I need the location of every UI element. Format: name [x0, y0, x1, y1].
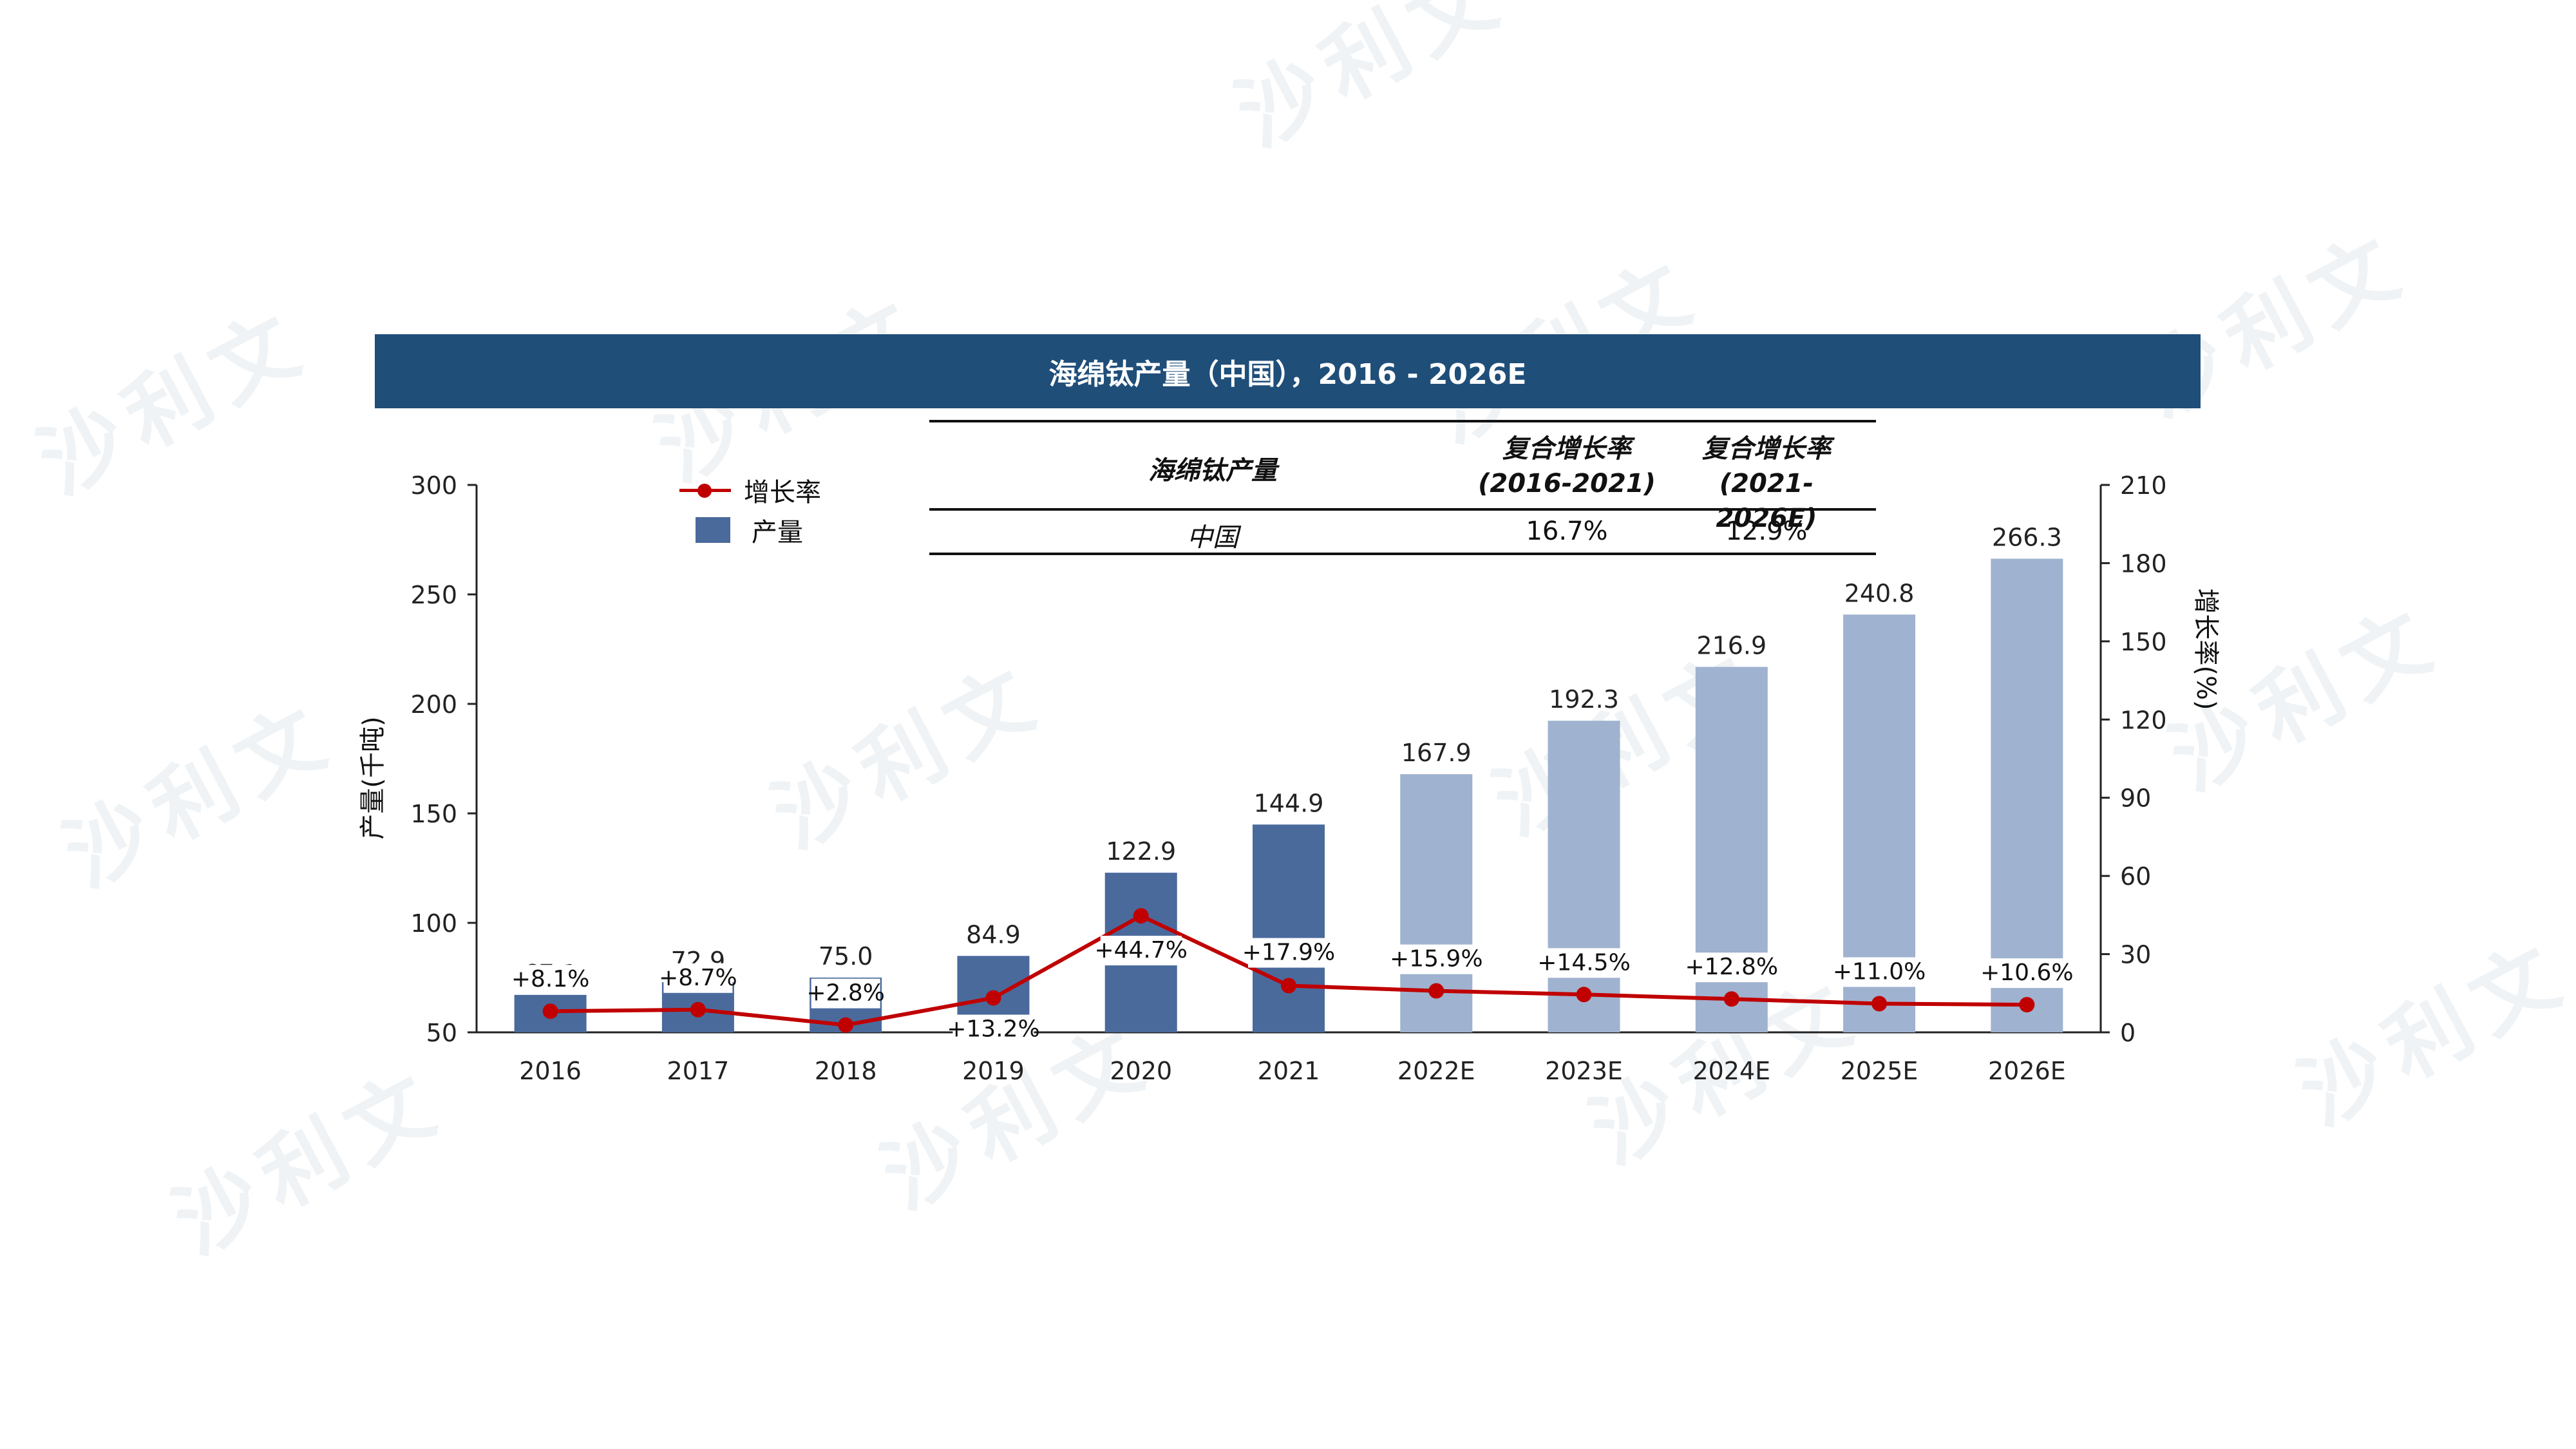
growth-label-bg: [1986, 958, 2068, 989]
legend-label-growth: 增长率: [744, 478, 821, 507]
bar-value-label: 75.0: [819, 942, 873, 971]
y-tick-label: 300: [410, 471, 457, 500]
growth-value-label: +12.8%: [1685, 954, 1779, 980]
bar-value-label: 266.3: [1992, 524, 2062, 552]
bar-swatch-icon: [696, 517, 730, 543]
growth-value-label: +10.6%: [1980, 960, 2074, 986]
growth-point: [1428, 983, 1444, 999]
y2-tick-label: 150: [2120, 628, 2167, 656]
y2-tick-label: 210: [2120, 471, 2167, 500]
chart-title: 海绵钛产量（中国），2016 - 2026E: [375, 334, 2201, 408]
bar: [1991, 558, 2063, 1032]
y2-axis-title: 增长率(%): [2191, 588, 2221, 710]
legend-label-production: 产量: [752, 518, 803, 547]
table-header-production: 海绵钛产量: [1148, 456, 1277, 486]
growth-label-bg: [1839, 957, 1920, 987]
x-tick-label: 2023E: [1545, 1057, 1623, 1085]
growth-value-label: +8.1%: [511, 966, 590, 992]
y2-tick-label: 60: [2120, 862, 2151, 891]
growth-value-label: +14.5%: [1537, 949, 1631, 976]
x-tick-label: 2021: [1258, 1057, 1320, 1085]
growth-label-bg: [1396, 944, 1477, 974]
growth-value-label: +13.2%: [947, 1016, 1040, 1043]
growth-point: [1281, 978, 1296, 994]
bar-value-label: 192.3: [1549, 685, 1619, 714]
legend-item-production: 产量: [679, 510, 821, 550]
x-tick-label: 2017: [667, 1057, 730, 1085]
table-cell-cagr1: 16.7%: [1526, 516, 1608, 546]
table-header-line: 复合增长率: [1502, 434, 1631, 464]
x-tick-label: 2022E: [1397, 1057, 1475, 1085]
growth-point: [2019, 997, 2035, 1013]
x-tick-label: 2025E: [1841, 1057, 1918, 1085]
bar-value-label: 122.9: [1106, 837, 1176, 866]
bar-value-label: 167.9: [1401, 739, 1472, 767]
growth-label-bg: [1543, 948, 1625, 978]
bar-value-label: 240.8: [1844, 579, 1915, 607]
y-tick-label: 250: [410, 581, 457, 609]
growth-label-bg: [811, 978, 880, 1009]
table-rule-top: [929, 420, 1876, 422]
table-header-line: (2016-2021): [1478, 469, 1656, 498]
growth-label-bg: [516, 965, 585, 995]
growth-point: [838, 1017, 854, 1033]
y-axis-title: 产量(千吨): [358, 716, 388, 839]
y2-tick-label: 90: [2120, 784, 2151, 813]
growth-value-label: +8.7%: [659, 965, 737, 991]
growth-label-bg: [663, 963, 733, 993]
table-rule-mid: [929, 508, 1876, 511]
table-rule-bottom: [929, 553, 1876, 555]
growth-value-label: +2.8%: [806, 980, 885, 1007]
growth-value-label: +11.0%: [1833, 958, 1926, 985]
x-tick-label: 2020: [1110, 1057, 1172, 1085]
growth-value-label: +15.9%: [1390, 946, 1483, 972]
table-row-label: 中国: [1187, 523, 1238, 553]
bar-value-label: 216.9: [1696, 632, 1766, 660]
growth-point: [1723, 991, 1739, 1007]
bar: [1548, 721, 1620, 1032]
table-header-cagr-2016-2021: 复合增长率 (2016-2021): [1470, 431, 1663, 501]
growth-label-bg: [1690, 952, 1772, 983]
growth-label-bg: [1100, 936, 1182, 966]
growth-point: [1133, 908, 1149, 924]
table-cell-cagr2: 12.9%: [1725, 516, 1808, 546]
y-tick-label: 200: [410, 690, 457, 719]
y2-tick-label: 120: [2120, 706, 2167, 734]
growth-point: [1871, 996, 1888, 1012]
y2-tick-label: 180: [2120, 549, 2167, 578]
x-tick-label: 2018: [815, 1057, 877, 1085]
y-tick-label: 150: [410, 800, 457, 828]
growth-value-label: +17.9%: [1242, 940, 1336, 966]
y-tick-label: 100: [410, 909, 457, 938]
line-swatch-icon: [679, 477, 731, 503]
legend-item-growth: 增长率: [679, 470, 821, 510]
bar-value-label: 144.9: [1254, 789, 1324, 817]
growth-point: [985, 990, 1001, 1006]
growth-label-bg: [1248, 938, 1329, 968]
bar-value-label: 84.9: [966, 920, 1021, 949]
legend: 增长率 产量: [679, 470, 821, 550]
growth-value-label: +44.7%: [1094, 937, 1188, 963]
table-header-line: 复合增长率: [1702, 434, 1831, 464]
growth-point: [690, 1001, 706, 1018]
y2-tick-label: 0: [2120, 1019, 2136, 1047]
y2-tick-label: 30: [2120, 941, 2151, 969]
bar: [1253, 824, 1325, 1032]
y-tick-label: 50: [426, 1019, 457, 1047]
x-tick-label: 2019: [962, 1057, 1025, 1085]
growth-label-bg: [952, 1014, 1034, 1045]
x-tick-label: 2024E: [1692, 1057, 1770, 1085]
growth-point: [542, 1003, 558, 1019]
x-tick-label: 2016: [519, 1057, 582, 1085]
growth-point: [1576, 987, 1592, 1003]
x-tick-label: 2026E: [1988, 1057, 2066, 1085]
